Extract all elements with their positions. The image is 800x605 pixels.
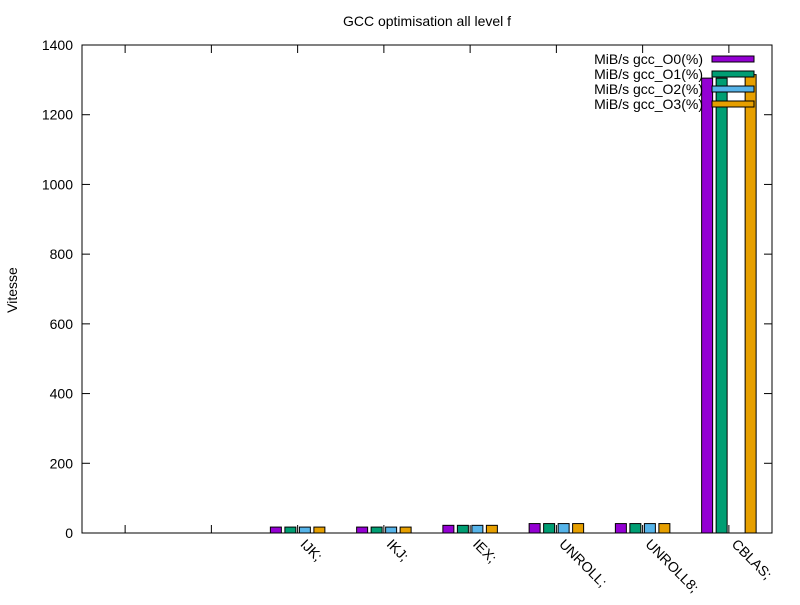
bar xyxy=(284,526,297,534)
bar xyxy=(313,526,326,534)
bar xyxy=(471,524,484,534)
x-tick-label: UNROLL; xyxy=(556,536,610,590)
x-tick-label: IEX; xyxy=(470,536,500,566)
legend: MiB/s gcc_O0(%)MiB/s gcc_O1(%)MiB/s gcc_… xyxy=(594,51,755,112)
bar xyxy=(557,523,570,534)
legend-swatch xyxy=(711,85,755,93)
bar xyxy=(528,523,541,534)
bar xyxy=(356,526,369,534)
bar xyxy=(456,524,469,534)
legend-label: MiB/s gcc_O0(%) xyxy=(594,51,703,67)
y-tick-label: 1000 xyxy=(42,176,73,192)
legend-swatch xyxy=(711,100,755,108)
bar xyxy=(370,526,383,534)
bar xyxy=(643,523,656,534)
bar xyxy=(399,526,412,534)
bar xyxy=(744,74,757,534)
legend-swatch xyxy=(711,70,755,78)
y-tick-label: 0 xyxy=(65,525,73,541)
x-tick-label: CBLAS; xyxy=(729,536,776,583)
bar xyxy=(269,526,282,534)
bar xyxy=(543,523,556,534)
bar xyxy=(298,526,311,534)
chart-title: GCC optimisation all level f xyxy=(343,13,511,29)
bar xyxy=(572,523,585,534)
bar xyxy=(658,523,671,534)
bar xyxy=(485,524,498,534)
y-axis-label: Vitesse xyxy=(4,267,20,313)
bar xyxy=(442,524,455,534)
legend-label: MiB/s gcc_O2(%) xyxy=(594,81,703,97)
plot-area: 0 200 400 600 800 1000 1200 1400 IJK; IKJ; IEX; UNR… xyxy=(42,37,775,596)
bar xyxy=(715,77,728,534)
legend-label: MiB/s gcc_O1(%) xyxy=(594,66,703,82)
x-tick-label: IKJ; xyxy=(384,536,412,564)
y-tick-label: 1200 xyxy=(42,107,73,123)
y-tick-label: 200 xyxy=(50,455,74,471)
bar xyxy=(385,526,398,534)
y-tick-label: 400 xyxy=(50,386,74,402)
y-tick-label: 1400 xyxy=(42,37,73,53)
y-tick-label: 600 xyxy=(50,316,74,332)
bar xyxy=(629,523,642,534)
x-tick-label: UNROLL8; xyxy=(643,536,703,596)
bar xyxy=(701,77,714,534)
plot-frame xyxy=(81,44,773,534)
y-tick-label: 800 xyxy=(50,246,74,262)
x-tick-label: IJK; xyxy=(298,536,326,564)
legend-swatch xyxy=(711,55,755,63)
bar xyxy=(614,523,627,534)
legend-label: MiB/s gcc_O3(%) xyxy=(594,96,703,112)
